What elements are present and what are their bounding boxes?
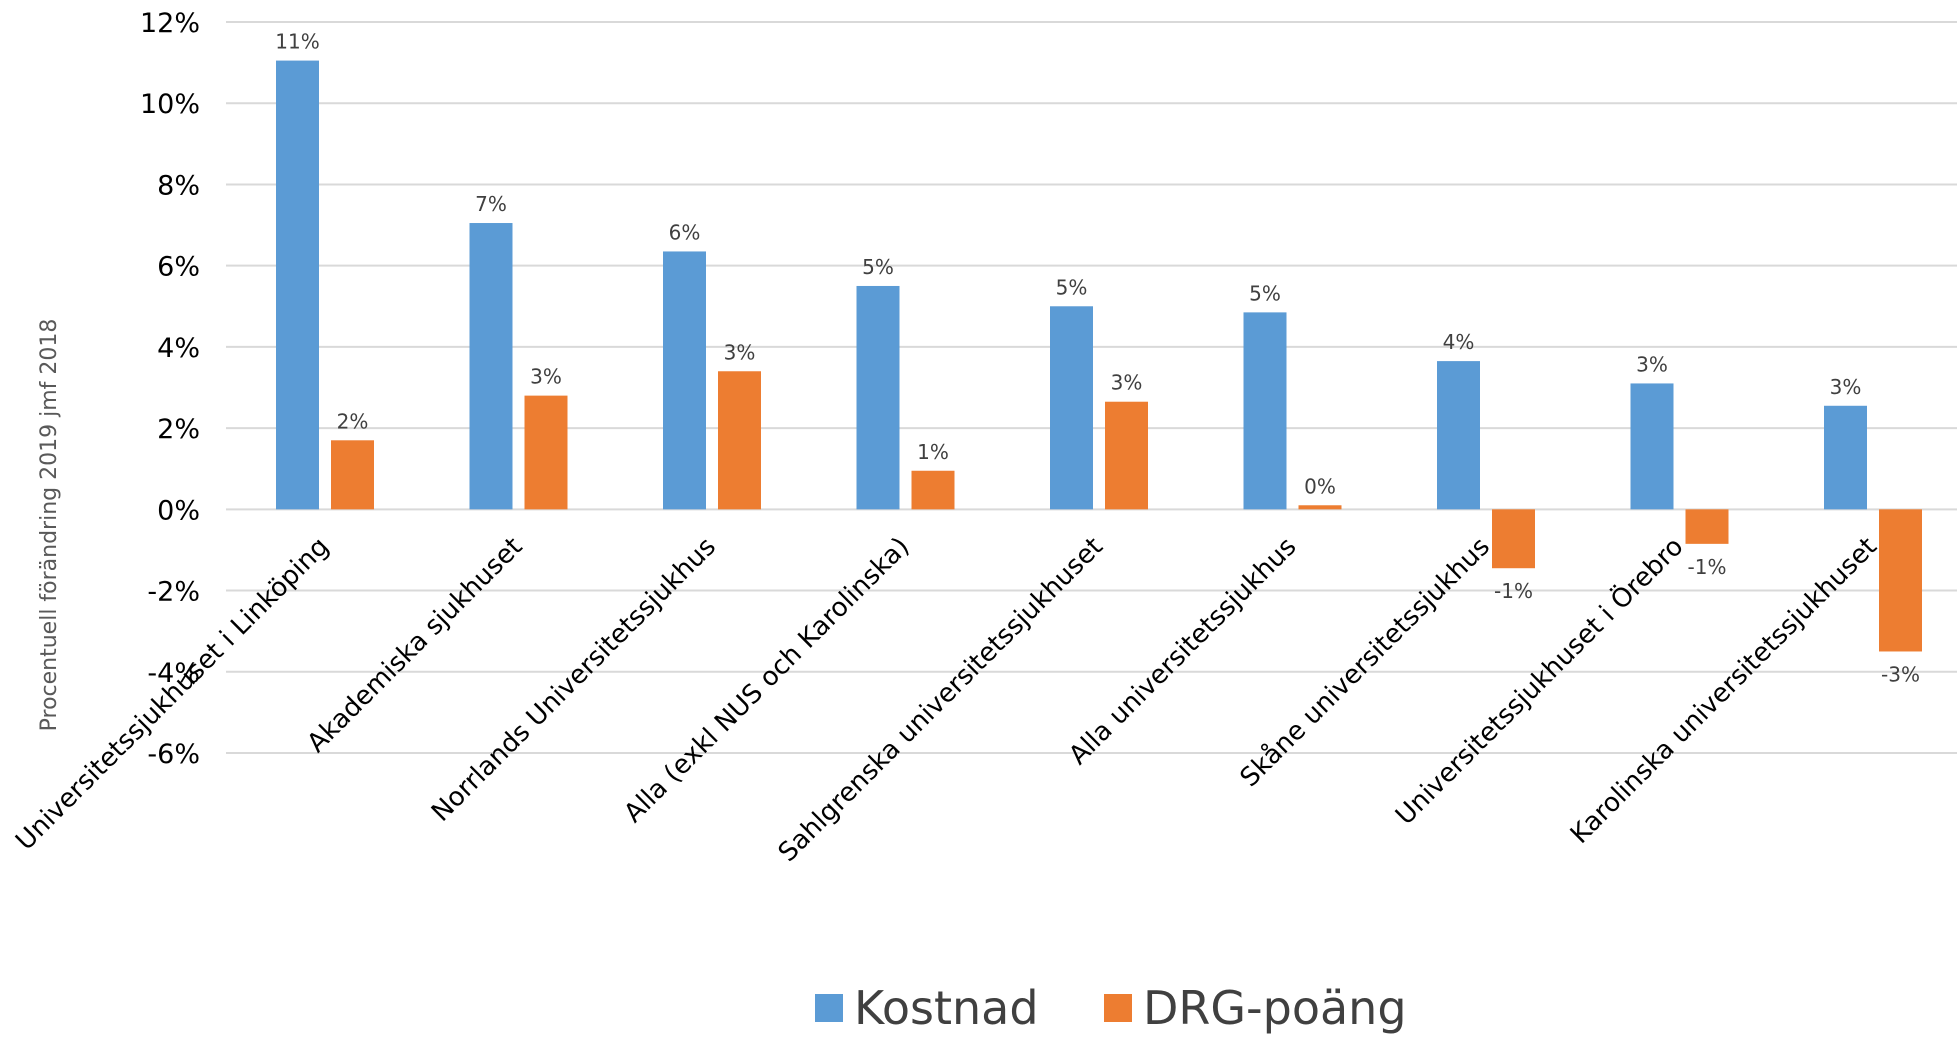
y-tick-label: -2% <box>147 577 200 608</box>
y-tick-label: 8% <box>157 170 200 201</box>
data-label: 11% <box>275 30 319 54</box>
data-label: 3% <box>1111 371 1143 395</box>
bar-drg-poang <box>524 395 568 510</box>
category-label: Karolinska universitetssjukhuset <box>1565 532 1883 850</box>
data-label: 3% <box>1830 375 1862 399</box>
data-label: 3% <box>530 365 562 389</box>
data-label: 5% <box>1056 275 1088 299</box>
legend-label: Kostnad <box>854 981 1039 1035</box>
bar-kostnad <box>276 60 319 510</box>
bars <box>276 60 1922 652</box>
bar-drg-poang <box>718 371 761 510</box>
bar-drg-poang <box>1685 509 1729 544</box>
data-label: 3% <box>1636 352 1668 376</box>
data-label: 5% <box>1249 281 1281 305</box>
category-label: Alla universitetssjukhus <box>1063 532 1302 771</box>
bar-kostnad <box>1437 361 1480 510</box>
bar-drg-poang <box>1298 505 1342 510</box>
bar-kostnad <box>1824 405 1867 510</box>
bar-kostnad <box>1050 306 1093 510</box>
data-label: -1% <box>1688 555 1727 579</box>
data-label: 1% <box>917 440 949 464</box>
bar-drg-poang <box>1879 509 1922 652</box>
bar-kostnad <box>856 285 900 510</box>
data-label: 7% <box>475 192 507 216</box>
data-label: 2% <box>337 409 369 433</box>
legend: Kostnad DRG-poäng <box>815 981 1407 1035</box>
data-label: 5% <box>862 255 894 279</box>
data-label: 6% <box>669 220 701 244</box>
y-axis-ticks: 12% 10% 8% 6% 4% 2% 0% -2% -4% -6% <box>140 8 200 770</box>
legend-swatch <box>1104 994 1132 1022</box>
category-label: Akademiska sjukhuset <box>302 532 529 759</box>
y-axis-title: Procentuell förändring 2019 jmf 2018 <box>37 319 62 732</box>
bar-drg-poang <box>1492 509 1535 569</box>
bar-kostnad <box>1630 383 1674 510</box>
data-label: -1% <box>1494 579 1533 603</box>
y-tick-label: 10% <box>140 89 200 120</box>
y-tick-label: 4% <box>157 333 200 364</box>
y-tick-label: -4% <box>147 658 200 689</box>
data-label: 0% <box>1304 474 1336 498</box>
data-label: -3% <box>1881 662 1920 686</box>
legend-swatch <box>815 994 843 1022</box>
bar-kostnad <box>663 251 706 510</box>
data-label: 3% <box>724 340 756 364</box>
legend-label: DRG-poäng <box>1143 981 1407 1035</box>
y-tick-label: 2% <box>157 414 200 445</box>
data-label: 4% <box>1443 330 1475 354</box>
y-tick-label: 12% <box>140 8 200 39</box>
category-labels: Universitetssjukhuset i LinköpingAkademi… <box>10 530 1883 868</box>
category-label: Sahlgrenska universitetssjukhuset <box>773 532 1109 868</box>
y-tick-label: 6% <box>157 252 200 283</box>
bar-drg-poang <box>331 440 374 510</box>
y-tick-label: -6% <box>147 739 200 770</box>
bar-kostnad <box>469 223 513 510</box>
data-labels: 11% 7% 6% 5% 5% 5% 4% 3% 3% 2% 3% 3% 1% 3% 0% -1% -1% -3% <box>275 30 1920 687</box>
bar-kostnad <box>1243 312 1287 510</box>
bar-drg-poang <box>911 470 955 510</box>
y-tick-label: 0% <box>157 495 200 526</box>
bar-drg-poang <box>1105 401 1148 510</box>
